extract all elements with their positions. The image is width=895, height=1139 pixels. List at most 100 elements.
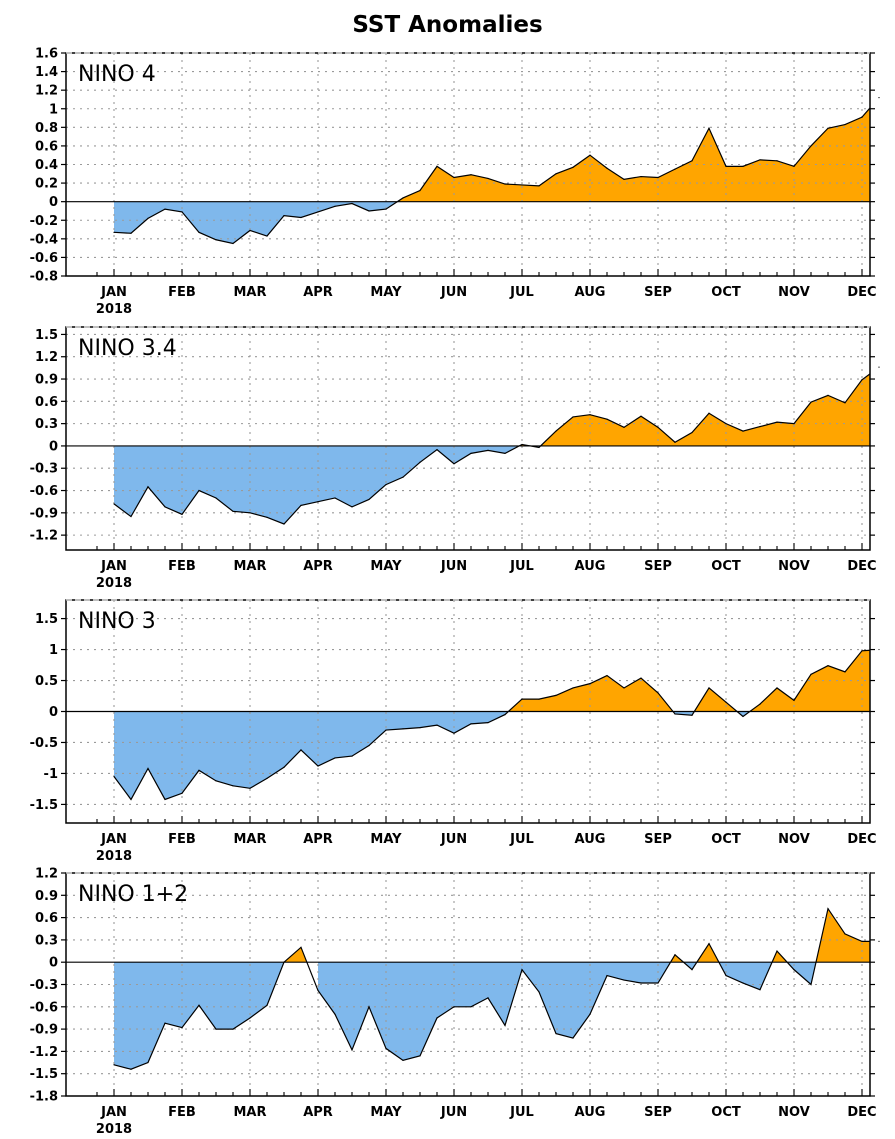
data-point xyxy=(283,961,285,963)
month-label: AUG xyxy=(575,1105,606,1120)
y-tick-label: -0.3 xyxy=(30,978,58,993)
y-tick-label: 1.5 xyxy=(35,328,58,343)
y-tick-label: -0.4 xyxy=(30,232,58,247)
data-point xyxy=(419,1055,421,1057)
data-point xyxy=(827,665,829,667)
data-point xyxy=(572,416,574,418)
data-point xyxy=(453,463,455,465)
month-label: MAY xyxy=(370,559,402,574)
data-point xyxy=(640,677,642,679)
data-point xyxy=(538,991,540,993)
data-point xyxy=(317,211,319,213)
panel-3: 1.5 1 0.5 0 -0.5 -1 -1.5 JAN FEB MAR APR MAY JUN JUL A… xyxy=(30,599,880,864)
data-point xyxy=(504,713,506,716)
data-point xyxy=(742,982,744,984)
data-point xyxy=(385,483,387,486)
data-point xyxy=(572,687,574,689)
month-label: MAY xyxy=(370,832,402,847)
data-point xyxy=(351,755,353,757)
y-tick-label: 0 xyxy=(49,705,58,720)
data-point xyxy=(436,724,438,726)
data-point xyxy=(249,229,251,232)
data-point xyxy=(759,703,761,705)
data-point xyxy=(623,979,625,981)
y-tick-label: -0.5 xyxy=(30,736,58,751)
month-label: APR xyxy=(303,285,333,300)
data-point xyxy=(708,943,710,945)
data-point xyxy=(300,216,302,219)
data-point xyxy=(215,1028,217,1030)
data-point xyxy=(368,744,370,747)
data-point xyxy=(810,145,812,147)
data-point xyxy=(776,160,778,162)
data-point xyxy=(606,418,608,420)
y-tick-label: 0.5 xyxy=(35,674,58,689)
data-point xyxy=(487,449,489,451)
data-point xyxy=(317,989,319,992)
month-label: OCT xyxy=(711,1105,741,1120)
month-label: JUL xyxy=(509,559,534,574)
data-point xyxy=(147,486,149,488)
data-point xyxy=(419,189,421,192)
data-point xyxy=(368,498,370,501)
panel-1: 1.6 1.4 1.2 1 0.8 0.6 0.4 0.2 0 -0.2 -0.4 -0.6 -0.8 J… xyxy=(30,47,880,317)
month-label: JUN xyxy=(440,559,467,574)
data-point xyxy=(640,175,642,178)
month-label: MAY xyxy=(370,285,402,300)
month-label: APR xyxy=(303,559,333,574)
data-point xyxy=(368,1006,370,1008)
data-point xyxy=(759,426,761,428)
month-label: JAN xyxy=(100,832,127,847)
data-point xyxy=(232,1028,234,1030)
negative-anomaly-area xyxy=(114,201,398,244)
data-point xyxy=(402,728,404,730)
y-tick-label: 0.2 xyxy=(35,177,58,192)
data-point xyxy=(674,954,676,956)
y-tick-label: 1 xyxy=(49,102,58,117)
data-point xyxy=(232,510,234,512)
month-label: DEC xyxy=(847,1105,876,1120)
data-point xyxy=(266,516,268,518)
data-point xyxy=(215,239,217,241)
data-point xyxy=(572,1037,574,1039)
month-label: SEP xyxy=(644,285,672,300)
year-label: 2018 xyxy=(96,849,132,864)
year-label: 2018 xyxy=(96,302,132,317)
month-label: NOV xyxy=(778,1105,810,1120)
month-label: NOV xyxy=(778,832,810,847)
month-label: FEB xyxy=(168,832,196,847)
month-label: MAR xyxy=(233,1105,266,1120)
data-point xyxy=(198,1004,200,1006)
month-label: NOV xyxy=(778,559,810,574)
data-point xyxy=(691,160,693,162)
negative-anomaly-area xyxy=(114,962,816,1070)
data-point xyxy=(691,431,693,434)
data-point xyxy=(130,798,132,801)
data-point xyxy=(725,974,727,977)
data-point xyxy=(793,699,795,701)
panel-label: NINO 4 xyxy=(78,62,156,87)
data-point xyxy=(198,231,200,233)
data-point xyxy=(402,197,404,199)
data-point xyxy=(657,982,659,984)
y-tick-label: 1.4 xyxy=(35,65,58,80)
data-point xyxy=(657,176,659,179)
data-point xyxy=(589,154,591,156)
data-point xyxy=(657,692,659,694)
y-tick-label: 1.2 xyxy=(35,350,58,365)
data-point xyxy=(861,650,863,652)
data-point xyxy=(725,423,727,425)
data-point xyxy=(844,402,846,404)
data-point xyxy=(776,950,778,952)
y-tick-label: 0 xyxy=(49,439,58,454)
data-point xyxy=(844,123,846,126)
month-label: MAR xyxy=(233,832,266,847)
data-point xyxy=(538,446,540,449)
y-tick-label: 0.6 xyxy=(35,395,58,410)
data-point xyxy=(215,497,217,499)
panel-label: NINO 3.4 xyxy=(78,336,177,361)
data-point xyxy=(725,701,727,703)
data-point xyxy=(521,969,523,971)
data-point xyxy=(402,1059,404,1061)
